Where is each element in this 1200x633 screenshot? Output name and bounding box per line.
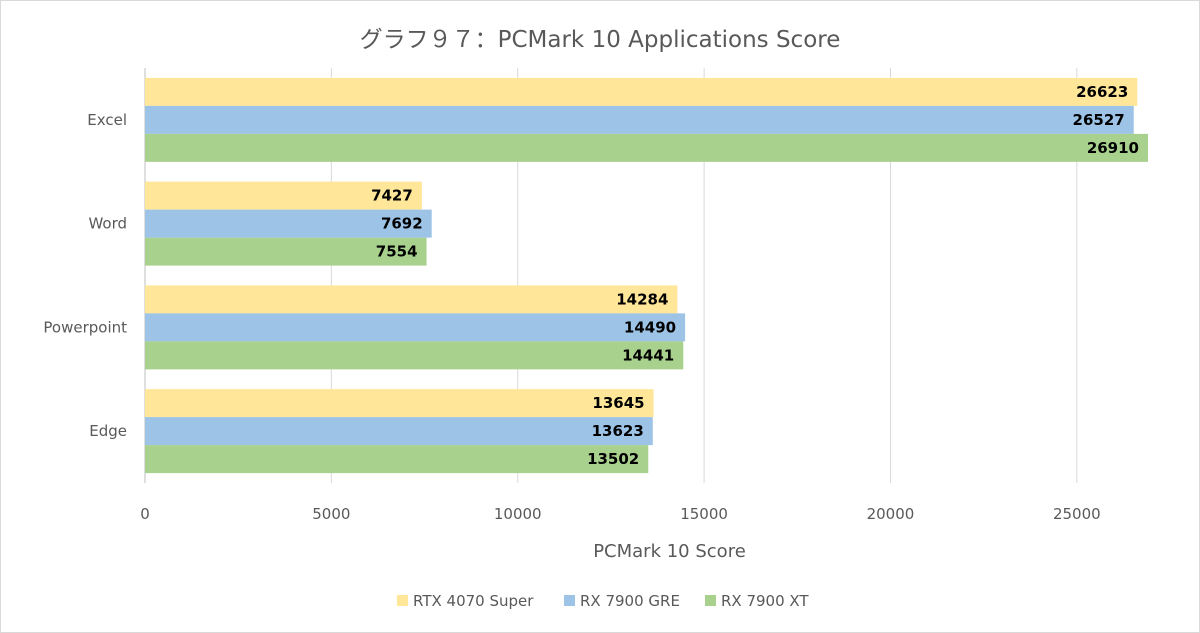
data-label: 26527	[1073, 111, 1125, 129]
bar	[145, 445, 649, 474]
data-label: 14441	[622, 346, 674, 364]
y-tick-label: Excel	[87, 111, 127, 129]
x-tick-label: 5000	[312, 505, 350, 523]
bar	[145, 237, 427, 266]
y-tick-label: Word	[88, 215, 127, 233]
bar	[145, 285, 678, 314]
data-label: 7427	[371, 187, 413, 205]
legend-label: RX 7900 XT	[721, 592, 809, 610]
bar	[145, 209, 432, 238]
x-tick-label: 20000	[867, 505, 915, 523]
bar	[145, 105, 1134, 134]
x-tick-label: 0	[140, 505, 150, 523]
legend-swatch	[564, 595, 575, 606]
x-tick-label: 15000	[680, 505, 728, 523]
data-label: 13645	[592, 394, 644, 412]
data-label: 26623	[1076, 83, 1128, 101]
legend-swatch	[397, 595, 408, 606]
bar	[145, 417, 653, 446]
bar	[145, 77, 1138, 106]
legend-swatch	[705, 595, 716, 606]
x-axis-title: PCMark 10 Score	[593, 541, 746, 562]
data-label: 7554	[376, 243, 418, 261]
data-label: 13502	[587, 450, 639, 468]
data-label: 14284	[616, 290, 668, 308]
x-tick-label: 10000	[494, 505, 542, 523]
chart-title: グラフ９７：PCMark 10 Applications Score	[359, 27, 841, 53]
data-label: 14490	[624, 318, 676, 336]
data-label: 13623	[592, 422, 644, 440]
data-label: 7692	[381, 215, 423, 233]
y-tick-label: Edge	[89, 422, 127, 440]
bar	[145, 389, 654, 418]
bar	[145, 313, 686, 342]
legend-label: RTX 4070 Super	[413, 592, 534, 610]
bar	[145, 181, 422, 210]
bar	[145, 341, 684, 370]
data-label: 26910	[1087, 139, 1139, 157]
bar	[145, 133, 1149, 162]
x-tick-label: 25000	[1053, 505, 1101, 523]
legend-label: RX 7900 GRE	[580, 592, 680, 610]
y-tick-label: Powerpoint	[43, 318, 127, 336]
